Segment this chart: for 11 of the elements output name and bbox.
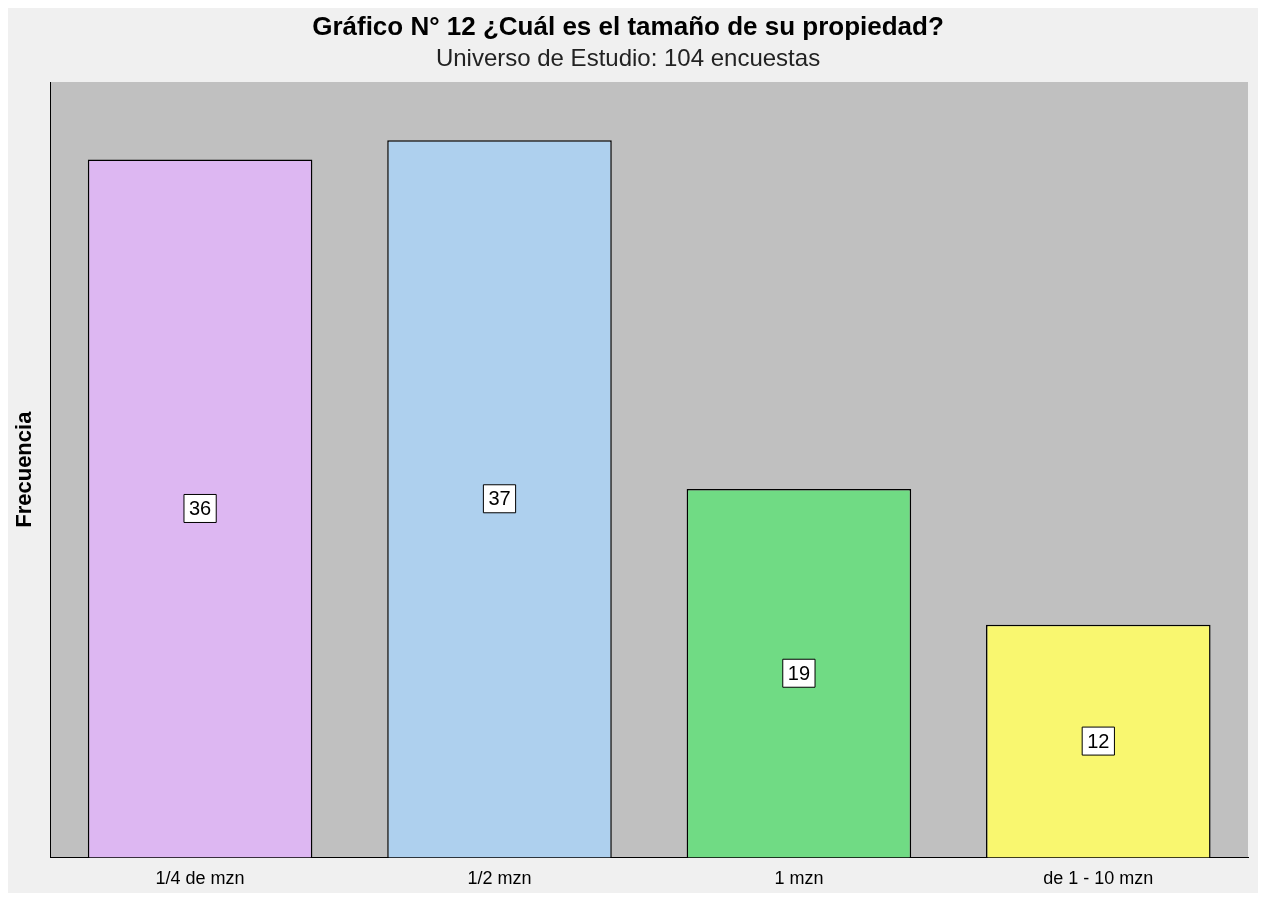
chart-subtitle: Universo de Estudio: 104 encuestas	[435, 44, 821, 72]
data-label: 19	[787, 661, 811, 684]
x-tick-label: 1/2 mzn	[467, 868, 532, 889]
data-label: 36	[188, 496, 212, 519]
x-tick-label: 1/4 de mzn	[155, 868, 245, 889]
data-label: 12	[1087, 729, 1110, 752]
data-label: 37	[488, 487, 511, 510]
chart-title: Gráfico N° 12 ¿Cuál es el tamaño de su propiedad?	[312, 10, 944, 41]
x-tick-label: de 1 - 10 mzn	[1043, 868, 1154, 889]
x-tick-label: 1 mzn	[774, 868, 824, 889]
y-axis-title: Frecuencia	[11, 410, 37, 528]
